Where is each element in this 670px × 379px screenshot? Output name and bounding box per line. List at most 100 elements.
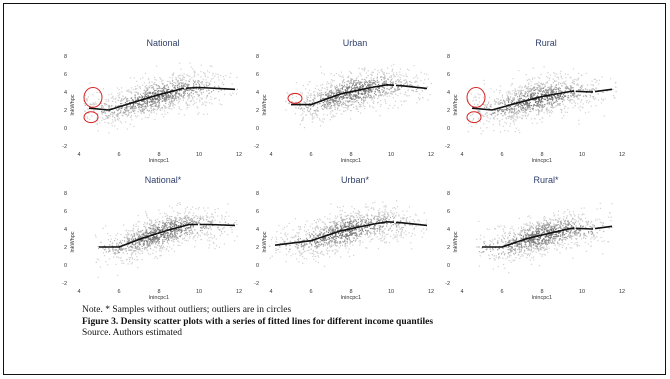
y-tick-label: 2 [447, 108, 450, 114]
scatter-point [317, 255, 319, 257]
scatter-point [111, 119, 114, 121]
scatter-point [499, 90, 501, 92]
scatter-point [118, 251, 120, 254]
scatter-point [413, 220, 415, 222]
scatter-point [525, 109, 528, 111]
scatter-point [520, 100, 522, 102]
scatter-point [373, 82, 375, 84]
scatter-point [173, 238, 175, 240]
scatter-point [137, 245, 139, 248]
scatter-point [382, 77, 384, 79]
fitted-line-segment [88, 87, 185, 111]
scatter-point [521, 107, 523, 110]
scatter-point [351, 101, 353, 103]
scatter-plot-grid: National -2 0 2 4 6 8 4 6 8 10 12 lnkWhpc lnincpc1 Urb… [57, 34, 632, 304]
scatter-point [158, 229, 161, 231]
scatter-point [139, 87, 141, 90]
scatter-point [537, 108, 539, 111]
scatter-point [368, 219, 370, 221]
scatter-point [121, 91, 123, 93]
scatter-point [554, 86, 556, 88]
scatter-point [177, 212, 180, 215]
x-tick-label: 6 [117, 289, 120, 295]
scatter-point [308, 81, 311, 83]
scatter-point [170, 237, 172, 239]
scatter-point [386, 92, 388, 94]
scatter-point [349, 239, 351, 241]
scatter-point [531, 92, 533, 94]
scatter-point [133, 125, 135, 128]
scatter-point [201, 226, 203, 228]
scatter-point [561, 85, 563, 87]
scatter-point [386, 95, 388, 97]
scatter-point [551, 91, 553, 93]
scatter-point [105, 98, 107, 101]
scatter-point [205, 84, 207, 86]
scatter-point [114, 125, 116, 127]
scatter-point [194, 234, 196, 236]
scatter-point [165, 94, 167, 96]
scatter-point [593, 98, 596, 100]
scatter-point [206, 234, 208, 236]
scatter-point [615, 91, 617, 93]
scatter-point [151, 101, 153, 103]
scatter-point [297, 226, 300, 228]
fitted-line-segment [291, 83, 395, 106]
scatter-point [111, 105, 113, 107]
scatter-point [312, 99, 314, 101]
scatter-point [198, 94, 200, 96]
scatter-point [197, 81, 199, 83]
scatter-point [398, 89, 400, 91]
scatter-point [153, 232, 155, 234]
scatter-point [342, 75, 344, 77]
scatter-point [610, 78, 612, 80]
scatter-point [129, 123, 131, 125]
scatter-point [143, 112, 145, 114]
scatter-point [572, 80, 574, 82]
scatter-point [185, 218, 187, 220]
scatter-point [223, 93, 226, 96]
scatter-point [167, 232, 169, 234]
scatter-point [351, 241, 353, 243]
scatter-point [378, 87, 380, 89]
scatter-point [147, 217, 149, 219]
scatter-point [496, 118, 498, 120]
scatter-point [133, 250, 135, 252]
scatter-point [156, 113, 158, 115]
scatter-point [333, 105, 335, 107]
scatter-point [527, 108, 529, 110]
scatter-point [145, 227, 147, 229]
scatter-point [494, 112, 496, 114]
scatter-point [423, 212, 425, 214]
scatter-point [299, 226, 301, 228]
scatter-point [403, 93, 405, 95]
scatter-point [140, 240, 142, 242]
scatter-point [187, 216, 189, 218]
scatter-point [152, 229, 154, 231]
scatter-point [171, 108, 173, 110]
y-tick-label: 0 [64, 126, 67, 132]
scatter-point [185, 88, 187, 90]
scatter-point [159, 248, 161, 250]
y-tick-label: 8 [256, 191, 259, 197]
scatter-point [561, 82, 563, 84]
scatter-point [539, 83, 541, 85]
scatter-point [526, 106, 528, 108]
scatter-point [509, 123, 512, 125]
scatter-point [525, 104, 527, 106]
scatter-point [176, 81, 179, 83]
scatter-point [370, 90, 372, 92]
scatter-point [152, 243, 154, 245]
scatter-point [148, 252, 150, 254]
scatter-point [347, 75, 350, 77]
scatter-point [161, 82, 163, 84]
scatter-point [187, 227, 189, 229]
scatter-point [98, 259, 100, 261]
scatter-point [165, 99, 167, 101]
scatter-point [149, 227, 151, 229]
scatter-point [546, 112, 548, 114]
scatter-point [414, 234, 416, 236]
scatter-point [97, 113, 99, 115]
scatter-point [132, 230, 134, 232]
scatter-point [498, 120, 500, 122]
